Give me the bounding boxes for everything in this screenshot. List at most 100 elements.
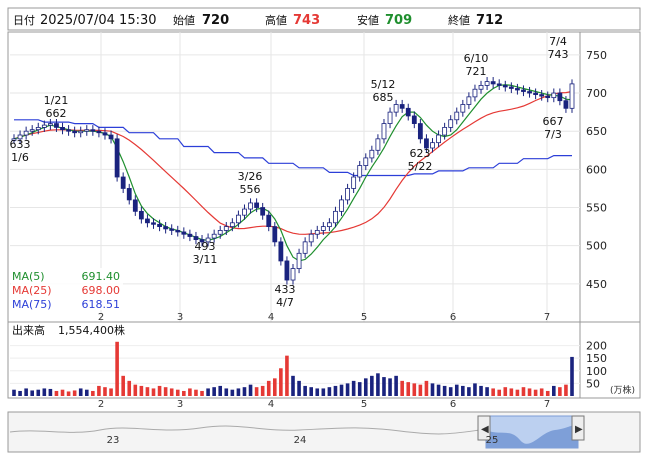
- volume-bar: [357, 382, 362, 396]
- volume-bar: [182, 390, 186, 396]
- candle-body: [120, 176, 126, 189]
- volume-bar: [266, 380, 271, 396]
- volume-bar: [254, 387, 259, 396]
- ma5-legend-name: MA(5): [12, 270, 45, 283]
- volume-bar: [521, 387, 526, 396]
- navigator-left-handle[interactable]: [477, 415, 491, 441]
- volume-bar: [339, 384, 344, 396]
- volume-bar: [139, 385, 144, 396]
- candle-body: [41, 124, 47, 128]
- candle-body: [229, 222, 235, 228]
- candle-body: [290, 268, 296, 281]
- month-label: 3: [177, 312, 183, 323]
- volume-month-label: 6: [450, 399, 456, 410]
- candle-body: [223, 226, 229, 231]
- candle-body: [557, 92, 563, 102]
- volume-month-label: 3: [177, 399, 183, 410]
- volume-bar: [303, 385, 307, 396]
- candle-body: [393, 104, 399, 113]
- candle-body: [90, 129, 96, 132]
- candle-body: [448, 119, 454, 128]
- candle-body: [296, 252, 302, 269]
- annotation-label-top: 7/4: [549, 35, 567, 48]
- volume-bar: [206, 388, 210, 396]
- volume-bar: [509, 388, 514, 396]
- annotation-label-bottom: 662: [46, 107, 67, 120]
- volume-month-label: 5: [361, 399, 367, 410]
- candle-body: [533, 92, 539, 95]
- volume-bar: [448, 387, 453, 396]
- datetime-value: 2025/07/04 15:30: [40, 13, 157, 28]
- candle-body: [193, 236, 199, 240]
- high-value: 743: [293, 13, 320, 28]
- volume-bar: [315, 388, 320, 396]
- navigator-year-label: 23: [107, 435, 120, 446]
- volume-bar: [442, 385, 447, 396]
- volume-bar: [48, 388, 53, 396]
- volume-tick-label: 200: [586, 340, 607, 353]
- volume-bar: [418, 384, 423, 396]
- volume-bars: [12, 341, 574, 396]
- navigator-right-handle[interactable]: [571, 415, 585, 441]
- candle-body: [72, 130, 78, 134]
- candle-body: [199, 239, 205, 243]
- volume-bar: [194, 389, 198, 396]
- volume-bar: [394, 375, 398, 396]
- candle-body: [399, 104, 405, 109]
- volume-bar: [345, 383, 350, 396]
- volume-bar: [321, 388, 326, 396]
- volume-bar: [533, 389, 538, 396]
- month-label: 5: [361, 312, 367, 323]
- volume-bar: [91, 390, 95, 396]
- candle-body: [381, 123, 387, 140]
- annotation-label-top: 493: [195, 240, 216, 253]
- volume-bar: [558, 387, 562, 396]
- volume-bar: [212, 387, 216, 396]
- candle-body: [151, 222, 156, 225]
- candle-body: [66, 129, 71, 132]
- volume-bar: [230, 389, 235, 396]
- high-label: 高値: [265, 13, 287, 27]
- navigator-year-label: 25: [486, 435, 499, 446]
- candle-body: [357, 165, 363, 178]
- low-label: 安値: [357, 13, 379, 27]
- volume-bar: [327, 387, 332, 396]
- volume-bar: [42, 388, 47, 396]
- candle-body: [47, 123, 53, 126]
- candle-body: [454, 111, 460, 121]
- volume-tick-label: 100: [586, 365, 607, 378]
- volume-bar: [115, 341, 119, 396]
- ma25-path: [13, 90, 573, 235]
- candle-body: [11, 138, 17, 141]
- price-tick-labels: 450 500 550 600 650 700 750: [586, 49, 607, 291]
- volume-bar: [175, 389, 180, 396]
- navigator-year-label: 24: [294, 435, 307, 446]
- price-tick-label: 750: [586, 49, 607, 62]
- volume-bar: [291, 375, 295, 396]
- close-label: 終値: [448, 13, 470, 27]
- candle-body: [551, 92, 557, 99]
- volume-bar: [66, 391, 71, 396]
- volume-bar: [479, 385, 483, 396]
- volume-bar: [382, 377, 386, 396]
- annotation-label-bottom: 721: [466, 65, 487, 78]
- volume-bar: [351, 380, 356, 396]
- volume-bar: [485, 387, 489, 396]
- volume-bar: [564, 384, 568, 396]
- volume-bar: [333, 385, 338, 396]
- candle-body: [490, 81, 496, 85]
- month-label: 2: [98, 312, 104, 323]
- candle-body: [17, 134, 23, 140]
- candle-body: [217, 230, 223, 235]
- volume-bar: [163, 387, 168, 396]
- volume-month-label: 7: [544, 399, 550, 410]
- candle-body: [417, 123, 423, 140]
- volume-bar: [388, 378, 392, 396]
- ma25-line: [13, 90, 573, 235]
- annotation-label-top: 433: [275, 283, 296, 296]
- volume-month-label: 4: [268, 399, 274, 410]
- volume-bar: [145, 387, 150, 396]
- candle-body: [132, 199, 138, 212]
